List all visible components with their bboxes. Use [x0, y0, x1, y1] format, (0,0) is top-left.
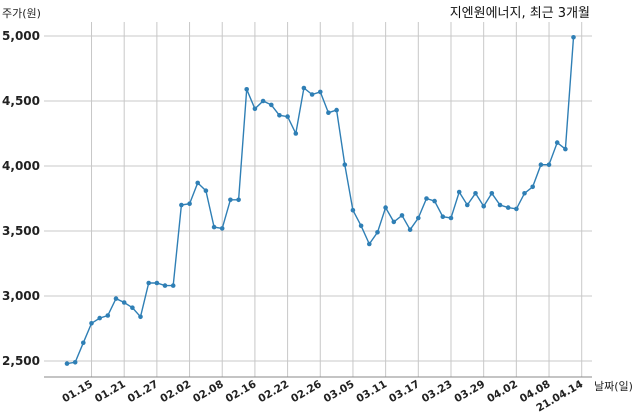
data-point [301, 85, 307, 91]
data-point [563, 146, 568, 152]
data-point [187, 201, 192, 206]
x-tick-label: 02.16 [224, 378, 259, 405]
data-point [170, 283, 176, 288]
data-point [113, 296, 119, 301]
data-point [367, 241, 372, 247]
data-point [326, 110, 331, 115]
y-tick-label: 3,500 [2, 224, 40, 238]
data-point [571, 35, 576, 40]
data-point [473, 191, 478, 196]
data-point [522, 191, 527, 196]
x-tick-label: 03.05 [322, 378, 357, 405]
data-point [554, 140, 560, 145]
data-point [89, 321, 94, 326]
data-point [97, 315, 102, 321]
data-point [293, 131, 299, 136]
data-point [130, 305, 135, 311]
data-point [383, 205, 388, 210]
x-tick-label: 02.22 [256, 378, 291, 405]
data-point [514, 206, 519, 212]
data-point [448, 215, 454, 221]
y-tick-labels: 2,500 3,000 3,500 4,000 4,500 5,000 [2, 29, 40, 368]
y-tick-label: 4,000 [2, 159, 40, 173]
y-axis-label: 주가(원) [2, 7, 41, 20]
data-point [154, 280, 160, 286]
data-point [121, 300, 127, 305]
data-point [334, 107, 339, 113]
data-point [195, 180, 200, 186]
data-point [481, 204, 487, 209]
data-point [318, 89, 323, 95]
x-tick-label: 02.08 [191, 378, 226, 405]
x-tick-label: 04.02 [485, 378, 520, 405]
data-point [81, 340, 86, 346]
data-point [219, 226, 225, 231]
data-point [456, 189, 462, 195]
x-tick-label: 02.26 [289, 378, 324, 405]
data-point [138, 314, 143, 320]
data-point [269, 102, 274, 108]
data-point [244, 87, 249, 92]
data-point [105, 313, 111, 318]
data-point [538, 162, 544, 167]
data-point [530, 184, 535, 190]
data-point [416, 215, 421, 221]
price-series [64, 35, 576, 366]
y-tick-label: 3,000 [2, 289, 40, 303]
x-tick-label: 02.02 [158, 378, 193, 405]
data-point [399, 213, 405, 218]
data-point [432, 198, 437, 204]
data-point [211, 224, 217, 230]
data-point [309, 92, 315, 97]
x-tick-label: 03.29 [452, 378, 487, 405]
x-tick-label: 03.17 [387, 378, 422, 405]
x-tick-label: 03.23 [420, 378, 455, 405]
data-point [391, 219, 397, 225]
data-point [260, 98, 266, 104]
x-axis-label: 날짜(일) [594, 379, 633, 393]
x-tick-label: 03.11 [354, 378, 389, 405]
data-point [72, 360, 78, 365]
x-tick-label: 01.21 [93, 378, 128, 405]
data-point [350, 207, 356, 213]
data-point [285, 114, 290, 119]
data-point [497, 202, 503, 208]
data-point [252, 106, 258, 112]
x-tick-labels: 01.1501.2101.2702.0202.0802.1602.2202.26… [60, 378, 585, 414]
data-point [146, 280, 151, 286]
y-tick-label: 4,500 [2, 94, 40, 108]
gridlines [44, 22, 592, 377]
y-tick-label: 5,000 [2, 29, 40, 43]
data-point [342, 162, 348, 167]
data-point [505, 205, 511, 210]
data-point [64, 361, 70, 366]
chart-title: 지엔원에너지, 최근 3개월 [450, 6, 590, 21]
data-point [236, 197, 241, 203]
data-point [546, 162, 552, 167]
data-point [228, 197, 233, 203]
data-point [424, 196, 429, 201]
x-tick-label: 01.27 [126, 378, 161, 405]
data-point [179, 202, 184, 208]
data-point [277, 113, 282, 118]
data-point [489, 191, 495, 196]
data-point [440, 214, 446, 219]
y-tick-label: 2,500 [2, 354, 40, 368]
data-point [375, 230, 380, 235]
data-point [162, 283, 168, 288]
data-point [203, 188, 209, 193]
data-point [358, 223, 364, 229]
data-point [407, 227, 413, 232]
data-point [465, 202, 470, 208]
x-tick-label: 01.15 [60, 378, 95, 405]
